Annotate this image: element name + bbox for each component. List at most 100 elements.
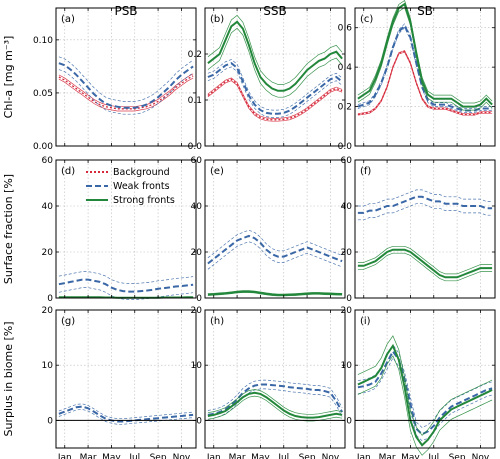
panel-label: (d) xyxy=(61,166,75,177)
y-tick-label: 0 xyxy=(47,416,53,426)
series-weak-spread-line xyxy=(58,403,194,420)
y-tick-label: 20 xyxy=(191,248,203,258)
series-strong-spread-line xyxy=(207,27,343,98)
y-tick-label: 60 xyxy=(42,156,54,166)
y-tick-label: 0.1 xyxy=(188,96,202,106)
series-background-line xyxy=(357,50,493,116)
panel-frame xyxy=(55,159,197,299)
panel-label: (g) xyxy=(61,316,75,327)
y-tick-label: 40 xyxy=(191,202,203,212)
x-tick-label: Mar xyxy=(80,453,97,459)
column-title: PSB xyxy=(114,4,137,18)
series-weak-spread-line xyxy=(357,27,493,113)
x-tick-label: Sep xyxy=(299,453,316,459)
x-tick-label: Sep xyxy=(449,453,466,459)
series-strong-spread-line xyxy=(207,389,343,415)
legend-label-weak: Weak fronts xyxy=(113,181,170,192)
x-tick-label: Jul xyxy=(427,453,439,459)
series-strong-spread-line xyxy=(357,252,493,282)
panel-label: (a) xyxy=(61,14,75,25)
y-tick-label: 40 xyxy=(341,202,353,212)
column-title: SB xyxy=(417,4,433,18)
y-tick-label: 10 xyxy=(341,361,353,371)
y-tick-label: 0.2 xyxy=(338,103,352,113)
series-weak-spread-line xyxy=(357,189,493,207)
y-tick-label: 40 xyxy=(42,202,54,212)
series-strong-spread-line xyxy=(357,7,493,111)
panel-frame xyxy=(55,309,197,449)
series-strong-spread-line xyxy=(357,355,493,456)
y-tick-label: 20 xyxy=(42,306,54,316)
y-tick-label: 20 xyxy=(341,248,353,258)
x-tick-label: May xyxy=(251,453,270,459)
y-tick-label: 60 xyxy=(341,156,353,166)
series-weak-spread-line xyxy=(207,388,343,420)
series-background-spread-line xyxy=(207,80,343,122)
series-weak-spread-line xyxy=(58,56,194,102)
series-weak-spread-line xyxy=(58,409,194,425)
row-axis-label: Chl-a [mg m⁻³] xyxy=(2,36,15,119)
series-weak-line xyxy=(357,23,493,112)
x-tick-label: Jan xyxy=(57,453,72,459)
y-tick-label: 0.00 xyxy=(33,142,53,152)
row-axis-label: Surplus in biome [%] xyxy=(2,321,15,436)
series-strong-spread-line xyxy=(357,0,493,104)
series-weak-spread-line xyxy=(207,379,343,411)
panel-frame xyxy=(354,7,496,147)
panel-frame xyxy=(354,159,496,299)
panel-frame xyxy=(204,159,346,299)
y-tick-label: 0 xyxy=(346,416,352,426)
series-weak-spread-line xyxy=(207,241,343,270)
axes-layer xyxy=(55,7,496,449)
panel-frame xyxy=(55,7,197,147)
series-weak-line xyxy=(58,62,194,109)
y-tick-label: 0.10 xyxy=(33,36,53,46)
y-tick-label: 0.4 xyxy=(338,63,353,73)
text-layer: 0.00 0.05 0.10 (a) 0.0 0.1 0.2 (b) 0.0 0.2 0.4 0.6 (… xyxy=(2,4,490,459)
panel-label: (f) xyxy=(360,166,371,177)
x-tick-label: Jul xyxy=(128,453,140,459)
series-background-spread-line xyxy=(357,50,493,115)
panel-label: (h) xyxy=(210,316,224,327)
x-tick-label: Nov xyxy=(173,453,191,459)
series-weak-spread-line xyxy=(58,69,194,115)
y-tick-label: 10 xyxy=(191,361,203,371)
panel-frame xyxy=(354,309,496,449)
x-tick-label: Jan xyxy=(206,453,221,459)
x-tick-label: Nov xyxy=(472,453,490,459)
y-tick-label: 20 xyxy=(341,306,353,316)
series-weak-spread-line xyxy=(207,66,343,118)
x-tick-label: Jul xyxy=(277,453,289,459)
y-tick-label: 0.0 xyxy=(338,142,353,152)
x-tick-label: May xyxy=(401,453,420,459)
series-strong-line xyxy=(207,290,343,296)
y-tick-label: 0 xyxy=(196,416,202,426)
panel-label: (e) xyxy=(210,166,224,177)
y-tick-label: 60 xyxy=(191,156,203,166)
panel-frame xyxy=(204,7,346,147)
x-tick-label: Jan xyxy=(356,453,371,459)
series-strong-line xyxy=(207,20,343,92)
series-strong-line xyxy=(207,391,343,419)
y-tick-label: 0.05 xyxy=(33,89,53,99)
x-tick-label: Mar xyxy=(379,453,396,459)
series-weak-line xyxy=(58,278,194,293)
series-background-line xyxy=(207,78,343,121)
series-strong-line xyxy=(357,2,493,108)
panel-label: (b) xyxy=(210,14,224,25)
series-weak-spread-line xyxy=(357,344,493,429)
x-tick-label: May xyxy=(102,453,121,459)
series-weak-spread-line xyxy=(357,23,493,109)
data-layer xyxy=(58,0,493,456)
series-weak-spread-line xyxy=(207,229,343,259)
grid-layer xyxy=(56,8,495,448)
column-title: SSB xyxy=(263,4,286,18)
panel-frame xyxy=(204,309,346,449)
y-tick-label: 0 xyxy=(346,294,352,304)
series-background-spread-line xyxy=(58,73,194,108)
legend-label-background: Background xyxy=(113,167,170,178)
series-weak-line xyxy=(357,349,493,436)
y-tick-label: 20 xyxy=(191,306,203,316)
series-background-spread-line xyxy=(58,77,194,112)
